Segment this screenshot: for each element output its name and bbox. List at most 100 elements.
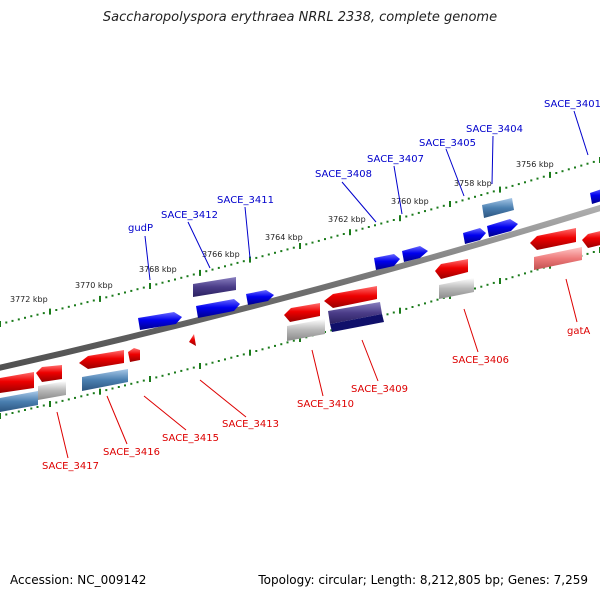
minor-tick [92, 392, 95, 395]
gene-reverse-pink[interactable] [534, 247, 582, 270]
minor-tick [136, 381, 139, 384]
minor-tick [442, 204, 445, 207]
major-tick [49, 308, 51, 315]
gene-reverse[interactable] [0, 372, 34, 393]
gene-label-forward[interactable]: SACE_3401 [544, 99, 600, 110]
gene-reverse-dark[interactable] [330, 314, 384, 332]
gene-label-reverse[interactable]: SACE_3413 [222, 419, 279, 430]
minor-tick [330, 329, 333, 332]
gene-forward[interactable] [590, 188, 600, 204]
minor-tick [517, 274, 520, 277]
gene-label-reverse[interactable]: SACE_3406 [452, 355, 509, 366]
gene-label-reverse[interactable]: SACE_3417 [42, 461, 99, 472]
minor-tick [561, 170, 564, 173]
gene-forward[interactable] [138, 312, 182, 330]
minor-tick [55, 309, 58, 311]
minor-tick [211, 361, 214, 364]
minor-tick [186, 275, 189, 278]
gene-reverse-rna[interactable] [82, 369, 128, 391]
gene-forward-rna[interactable] [482, 198, 514, 218]
tick-label: 3756 kbp [516, 160, 554, 169]
gene-forward[interactable] [402, 246, 428, 262]
genome-backbone [0, 204, 600, 371]
tick-label: 3764 kbp [265, 233, 303, 242]
genome-title: Saccharopolyspora erythraea NRRL 2338, c… [102, 10, 498, 25]
gene-reverse[interactable] [582, 230, 600, 248]
minor-tick [105, 296, 108, 299]
gene-forward[interactable] [487, 219, 518, 237]
minor-tick [111, 294, 114, 297]
gene-label-reverse[interactable]: SACE_3416 [103, 447, 160, 458]
gene-label-forward[interactable]: SACE_3405 [419, 138, 476, 149]
major-tick [349, 229, 351, 236]
gene-reverse[interactable] [79, 350, 124, 369]
gene-reverse-pseudo[interactable] [38, 381, 66, 400]
minor-tick [461, 199, 464, 202]
major-tick [0, 413, 1, 419]
minor-tick [505, 278, 508, 281]
gene-label-reverse[interactable]: SACE_3410 [297, 399, 354, 410]
gene-reverse[interactable] [128, 348, 140, 362]
minor-tick [5, 413, 8, 416]
gene-reverse[interactable] [435, 259, 468, 279]
minor-tick [74, 396, 76, 399]
gene-reverse-hypothetical[interactable] [328, 302, 382, 324]
minor-tick [74, 304, 76, 307]
major-tick [149, 283, 151, 289]
minor-tick [80, 302, 83, 305]
minor-tick [174, 371, 176, 374]
minor-tick [355, 229, 358, 232]
gene-label-forward[interactable]: SACE_3407 [367, 154, 424, 165]
gene-reverse-pseudo[interactable] [287, 319, 325, 341]
minor-tick [105, 389, 108, 392]
minor-tick [492, 281, 495, 284]
gene-label-forward[interactable]: SACE_3412 [161, 210, 218, 221]
gene-label-reverse[interactable]: SACE_3409 [351, 384, 408, 395]
minor-tick [592, 160, 595, 163]
gene-forward[interactable] [246, 290, 274, 305]
gene-reverse[interactable] [530, 228, 576, 250]
gene-label-reverse[interactable]: SACE_3415 [162, 433, 219, 444]
minor-tick [124, 384, 126, 387]
minor-tick [530, 270, 533, 273]
minor-tick [492, 190, 495, 193]
gene-forward[interactable] [196, 299, 240, 318]
minor-tick [455, 201, 458, 204]
gene-forward[interactable] [463, 228, 486, 244]
gene-label-forward[interactable]: SACE_3411 [217, 195, 274, 206]
gene-reverse[interactable] [189, 334, 196, 346]
gene-reverse[interactable] [284, 303, 320, 322]
minor-tick [267, 253, 270, 256]
major-tick [199, 363, 201, 369]
gene-reverse-rna[interactable] [0, 391, 38, 412]
gene-reverse[interactable] [324, 286, 377, 308]
gene-reverse-pseudo[interactable] [439, 278, 474, 299]
minor-tick [342, 233, 345, 235]
minor-tick [524, 272, 526, 275]
minor-tick [411, 306, 414, 308]
tick-label: 3760 kbp [391, 197, 429, 206]
major-tick [199, 269, 201, 276]
minor-tick [280, 250, 283, 253]
minor-tick [142, 286, 145, 289]
minor-tick [517, 183, 520, 186]
minor-tick [274, 344, 276, 347]
gene-reverse[interactable] [36, 365, 62, 382]
gene-forward[interactable] [374, 254, 400, 270]
minor-tick [24, 316, 26, 319]
gene-label-forward[interactable]: gudP [128, 223, 153, 234]
minor-tick [192, 273, 195, 276]
gene-label-forward[interactable]: SACE_3404 [466, 124, 523, 135]
minor-tick [536, 177, 539, 180]
minor-tick [386, 313, 389, 316]
major-tick [249, 349, 251, 356]
minor-tick [486, 283, 489, 286]
minor-tick [217, 360, 220, 362]
forward-genes [138, 188, 600, 330]
gene-forward-hypothetical[interactable] [193, 277, 236, 297]
gene-label-reverse[interactable]: gatA [567, 326, 590, 337]
gene-label-forward[interactable]: SACE_3408 [315, 169, 372, 180]
minor-tick [11, 412, 14, 414]
minor-tick [24, 409, 26, 411]
